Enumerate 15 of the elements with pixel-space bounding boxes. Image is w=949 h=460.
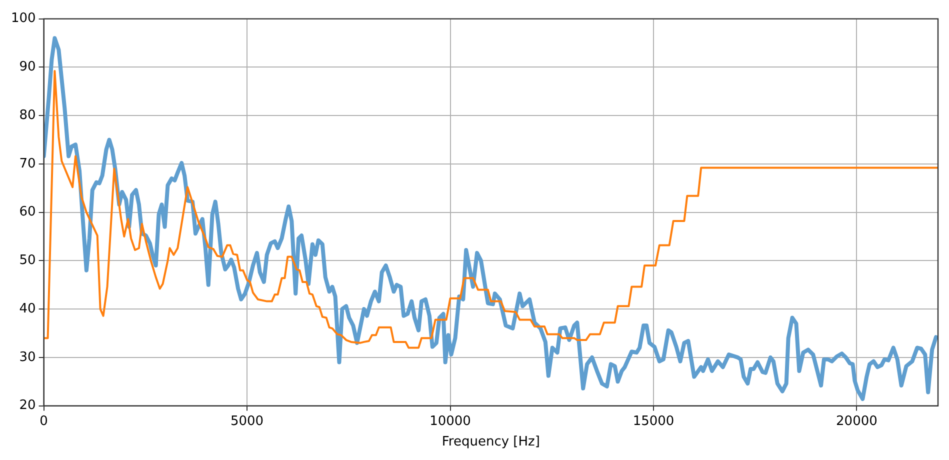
y-tick-label: 90 [19, 60, 36, 75]
x-tick-label: 10000 [430, 414, 471, 429]
x-tick-label: 20000 [836, 414, 878, 429]
y-tick-label: 50 [19, 253, 36, 268]
x-tick-label: 5000 [230, 414, 264, 429]
y-tick-label: 70 [19, 156, 36, 172]
y-tick-label: 80 [19, 108, 36, 123]
y-tick-label: 30 [19, 350, 36, 365]
x-axis-title: Frequency [Hz] [442, 434, 540, 450]
y-tick-label: 20 [19, 398, 36, 414]
y-tick-label: 60 [19, 204, 36, 220]
x-tick-label: 0 [40, 414, 48, 429]
x-tick-label: 15000 [632, 414, 674, 429]
y-tick-label: 40 [19, 301, 36, 316]
y-tick-label: 100 [10, 11, 36, 26]
